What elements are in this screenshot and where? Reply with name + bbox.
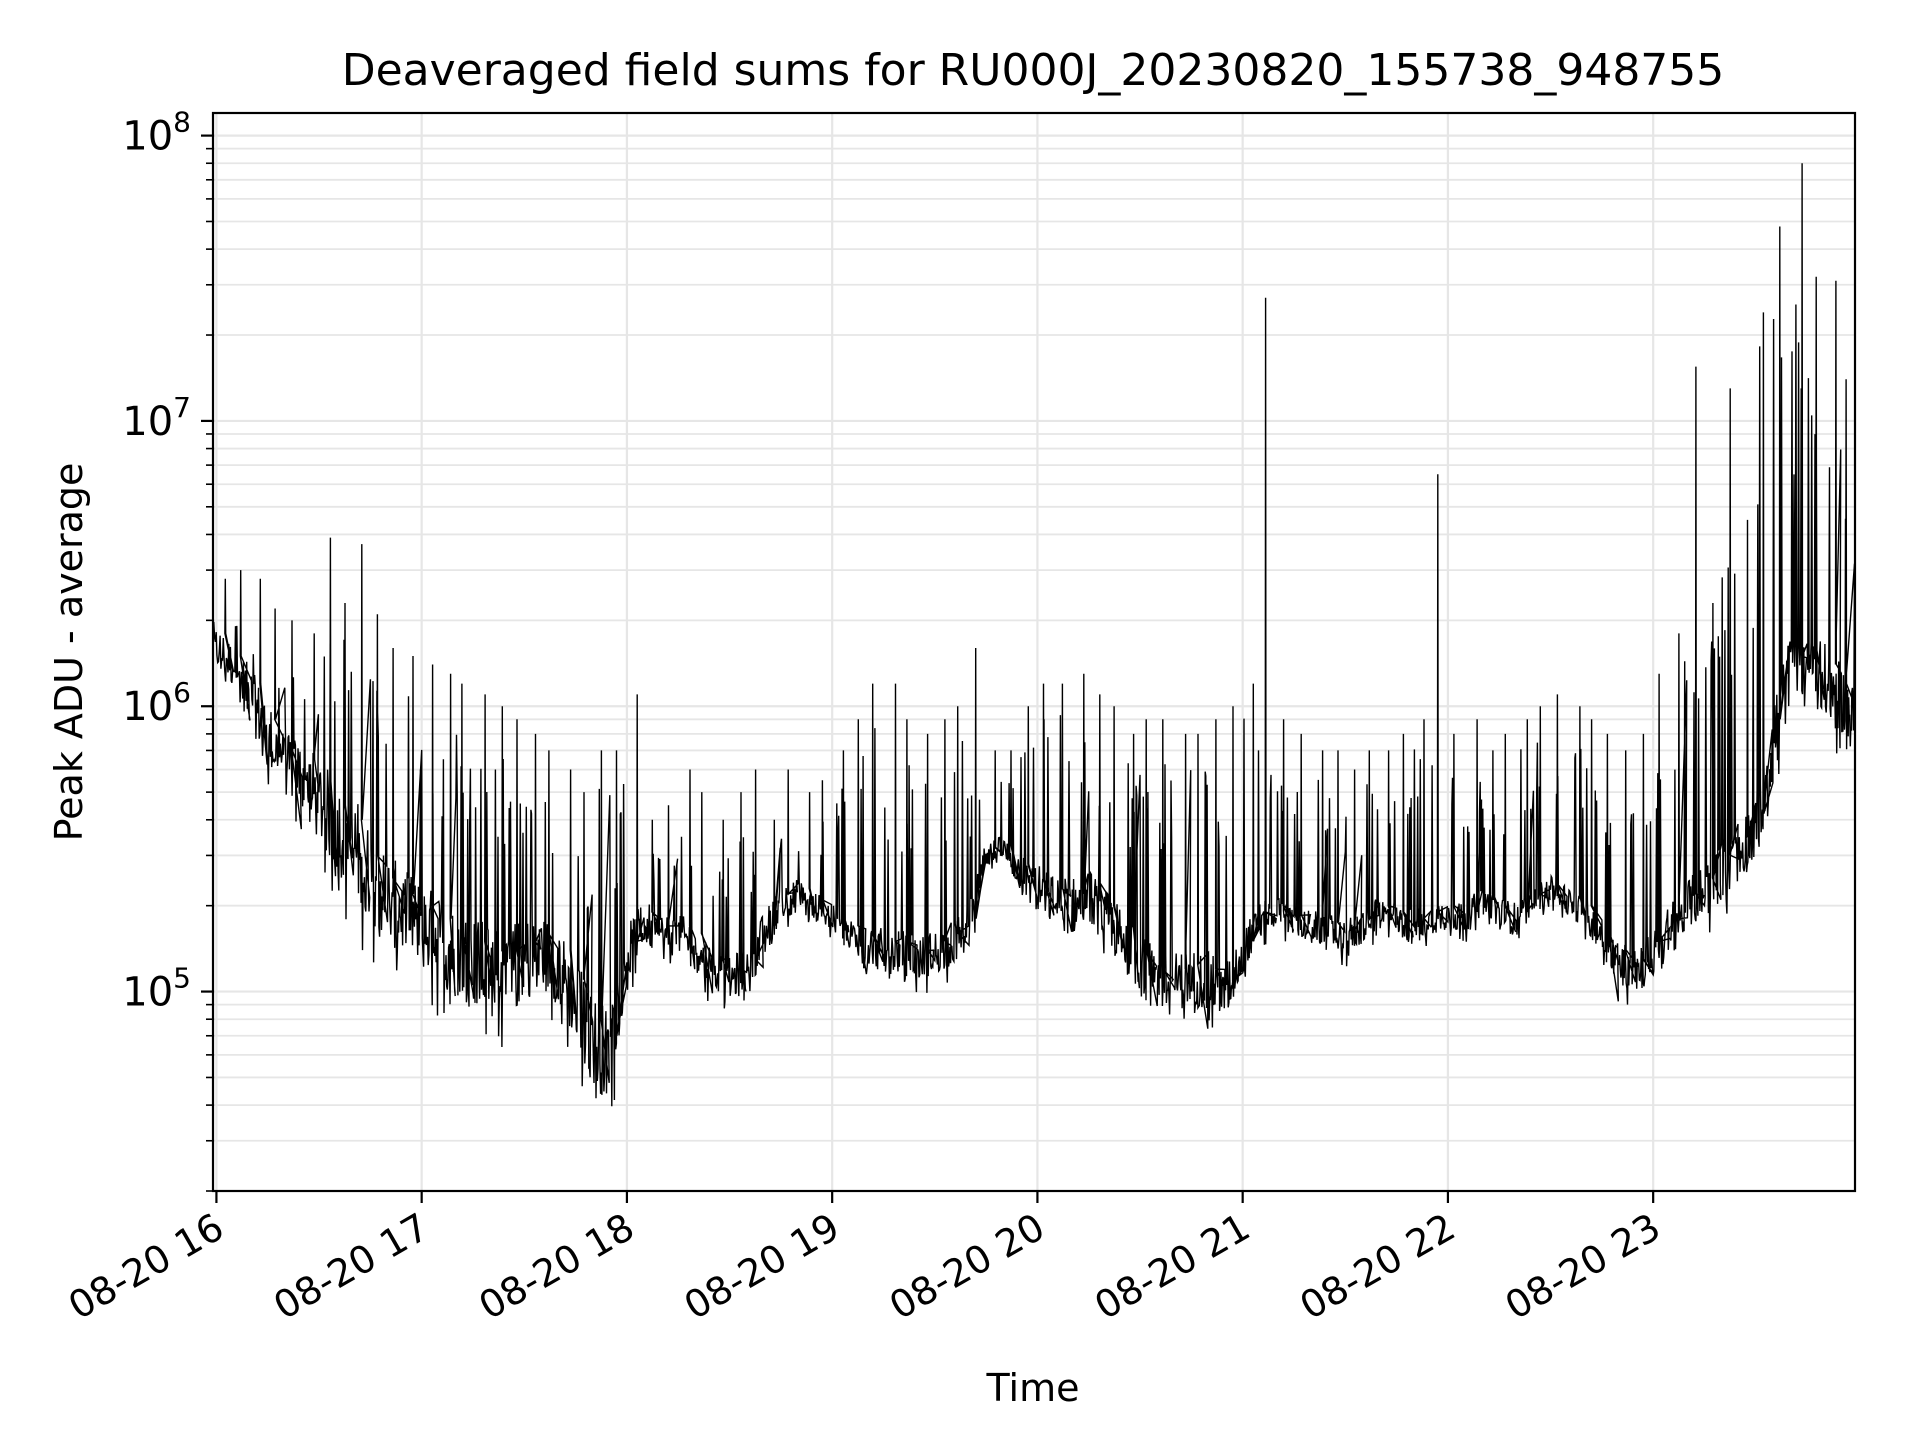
x-axis-label: Time <box>986 1366 1080 1410</box>
y-axis-label: Peak ADU - average <box>47 463 91 842</box>
data-series-line <box>212 163 1856 1107</box>
y-tick-label: 105 <box>122 962 191 1016</box>
y-tick-label: 108 <box>122 106 191 160</box>
y-tick-label: 107 <box>122 391 191 445</box>
plot-area-frame <box>211 111 1857 1193</box>
data-line-layer <box>212 163 1856 1107</box>
chart-title: Deaveraged field sums for RU000J_2023082… <box>342 45 1725 96</box>
y-tick-label: 106 <box>122 676 191 730</box>
